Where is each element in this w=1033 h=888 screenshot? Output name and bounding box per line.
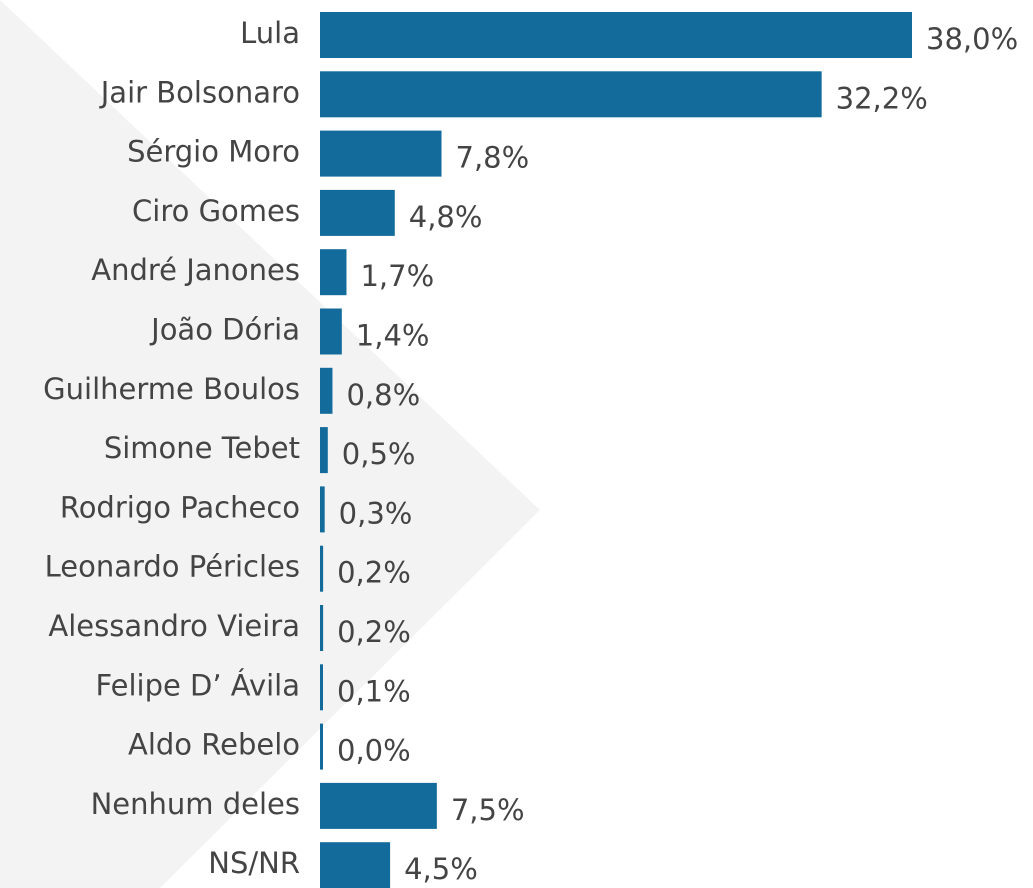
category-label: Lula (240, 16, 300, 50)
bar (320, 486, 325, 533)
bar (320, 723, 323, 770)
bar (320, 842, 391, 888)
value-label: 0,5% (342, 437, 416, 471)
category-label: NS/NR (208, 846, 300, 880)
category-label: André Janones (91, 253, 300, 287)
background-shape (0, 0, 540, 888)
bar (320, 249, 347, 296)
category-label: Sérgio Moro (127, 135, 300, 169)
category-label: Simone Tebet (104, 431, 300, 465)
category-label: Aldo Rebelo (128, 728, 300, 762)
bar (320, 782, 437, 829)
value-label: 4,8% (409, 200, 483, 234)
category-label: Rodrigo Pacheco (60, 490, 300, 524)
category-label: João Dória (149, 313, 300, 347)
value-label: 0,3% (339, 496, 413, 530)
value-label: 1,4% (356, 319, 430, 353)
value-label: 7,5% (451, 793, 525, 827)
bar (320, 664, 323, 711)
bar (320, 545, 324, 592)
bar (320, 12, 912, 58)
value-label: 32,2% (836, 81, 928, 115)
value-label: 4,5% (404, 852, 478, 886)
category-label: Nenhum deles (91, 787, 300, 821)
value-label: 38,0% (926, 22, 1018, 56)
category-label: Leonardo Péricles (45, 550, 300, 584)
value-label: 0,8% (346, 378, 420, 412)
category-label: Alessandro Vieira (48, 609, 300, 643)
value-label: 0,2% (337, 556, 411, 590)
value-label: 1,7% (360, 259, 434, 293)
bar (320, 71, 822, 118)
category-label: Felipe D’ Ávila (96, 668, 300, 702)
bar (320, 427, 328, 474)
category-label: Ciro Gomes (132, 194, 300, 228)
value-label: 0,1% (337, 674, 411, 708)
bar (320, 367, 333, 414)
value-label: 0,0% (337, 734, 411, 768)
bar (320, 130, 442, 177)
value-label: 0,2% (337, 615, 411, 649)
category-label: Jair Bolsonaro (99, 75, 300, 109)
bar (320, 308, 342, 355)
bar (320, 189, 395, 236)
value-label: 7,8% (456, 141, 530, 175)
category-label: Guilherme Boulos (43, 372, 300, 406)
bar (320, 605, 324, 651)
